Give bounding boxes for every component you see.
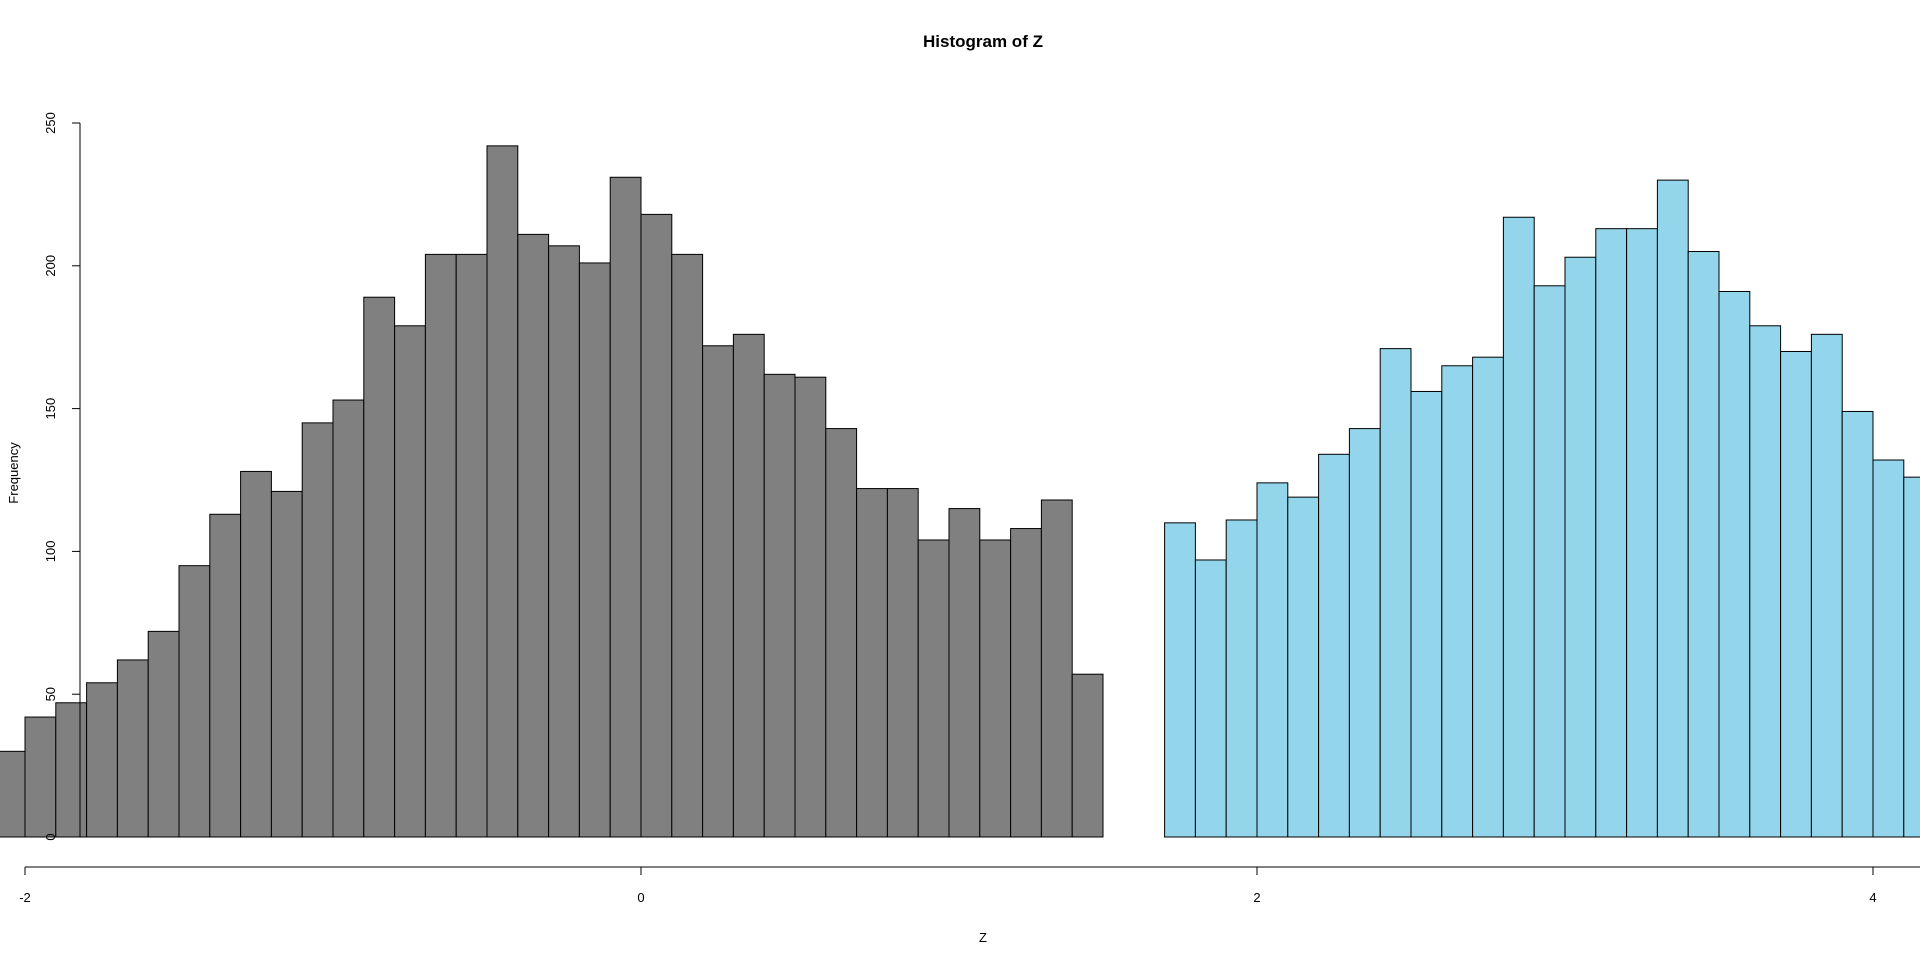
histogram-bar bbox=[1903, 476, 1920, 838]
x-axis-label: Z bbox=[979, 930, 987, 945]
histogram-bar bbox=[517, 233, 550, 838]
histogram-bar bbox=[24, 716, 57, 838]
y-tick-label: 150 bbox=[43, 398, 58, 420]
histogram-bar bbox=[1194, 559, 1227, 838]
histogram-bar bbox=[1564, 256, 1597, 838]
histogram-bar bbox=[55, 702, 88, 838]
histogram-bar bbox=[455, 253, 488, 838]
histogram-bar bbox=[270, 490, 303, 838]
histogram-bar bbox=[1071, 673, 1104, 838]
histogram-bar bbox=[1533, 285, 1566, 838]
histogram-bar bbox=[332, 399, 365, 838]
histogram-bar bbox=[856, 488, 888, 838]
histogram-bar bbox=[1502, 216, 1535, 838]
histogram-bar bbox=[1318, 453, 1350, 838]
x-tick-label: 4 bbox=[1869, 890, 1876, 905]
histogram-bar bbox=[763, 373, 796, 838]
histogram-bar bbox=[486, 145, 519, 838]
histogram-bar bbox=[1656, 179, 1689, 838]
x-tick-label: 2 bbox=[1253, 890, 1260, 905]
histogram-bar bbox=[1780, 350, 1812, 838]
histogram-bar bbox=[86, 682, 118, 838]
histogram-bar bbox=[548, 245, 580, 838]
histogram-bar bbox=[1164, 522, 1196, 838]
series-gray-bars bbox=[0, 145, 1104, 838]
histogram-bar bbox=[1841, 410, 1874, 838]
histogram-bar bbox=[671, 253, 704, 838]
histogram-bar bbox=[1749, 325, 1782, 838]
histogram-bar bbox=[609, 176, 642, 838]
histogram-bar bbox=[1441, 365, 1474, 838]
y-tick-label: 50 bbox=[43, 687, 58, 701]
histogram-bar bbox=[1718, 291, 1751, 838]
histogram-bar bbox=[1810, 333, 1843, 838]
histogram-bar bbox=[1010, 528, 1042, 838]
histogram-bar bbox=[948, 508, 981, 838]
x-tick-label: 0 bbox=[637, 890, 644, 905]
histogram-bar bbox=[732, 333, 765, 838]
y-tick-label: 200 bbox=[43, 255, 58, 277]
series-blue-bars bbox=[1164, 179, 1920, 838]
y-tick-label: 100 bbox=[43, 541, 58, 563]
histogram-bar bbox=[1626, 228, 1658, 838]
histogram-bar bbox=[424, 253, 457, 838]
histogram-bar bbox=[886, 488, 919, 838]
histogram-bar bbox=[640, 213, 673, 838]
histogram-bar bbox=[1595, 228, 1628, 838]
histogram-bar bbox=[825, 428, 858, 838]
histogram-bar bbox=[1410, 390, 1443, 838]
histogram-bar bbox=[1872, 459, 1905, 838]
histogram-bar bbox=[0, 750, 26, 838]
histogram-bar bbox=[116, 659, 149, 838]
y-axis: 0 50 100 150 200 250 bbox=[43, 112, 81, 841]
histogram-bar bbox=[1348, 428, 1381, 838]
histogram-bar bbox=[1472, 356, 1504, 838]
histogram-bar bbox=[1287, 496, 1320, 838]
histogram-bar bbox=[394, 325, 426, 838]
y-tick-label: 250 bbox=[43, 112, 58, 134]
histogram-bar bbox=[578, 262, 611, 838]
histogram-bar bbox=[147, 630, 180, 838]
x-axis: -202468 bbox=[19, 866, 1920, 905]
histogram-bar bbox=[1225, 519, 1258, 838]
histogram-bar bbox=[1687, 251, 1720, 838]
chart-title: Histogram of Z bbox=[923, 32, 1043, 51]
histogram-bar bbox=[1379, 348, 1412, 838]
histogram-bar bbox=[979, 539, 1012, 838]
histogram-bar bbox=[1256, 482, 1289, 838]
histogram-bar bbox=[917, 539, 950, 838]
y-tick-label: 0 bbox=[43, 833, 58, 840]
histogram-bar bbox=[209, 513, 242, 838]
y-axis-label: Frequency bbox=[6, 442, 21, 504]
histogram-bar bbox=[363, 296, 396, 838]
histogram-bar bbox=[178, 565, 211, 838]
histogram-bar bbox=[301, 422, 334, 838]
histogram-bar bbox=[794, 376, 827, 838]
histogram-bar bbox=[1040, 499, 1073, 838]
histogram-bar bbox=[240, 470, 272, 838]
histogram-bar bbox=[702, 345, 734, 838]
x-tick-label: -2 bbox=[19, 890, 31, 905]
